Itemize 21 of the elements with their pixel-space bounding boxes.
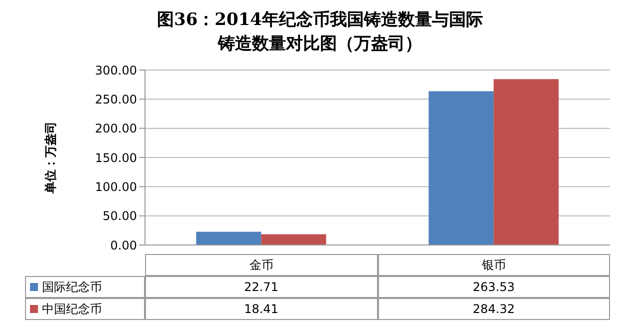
bar <box>494 79 559 245</box>
bar <box>261 234 326 245</box>
y-tick-label: 100.00 <box>95 180 137 194</box>
legend-label: 中国纪念币 <box>25 298 145 320</box>
data-label: 22.71 <box>145 276 378 298</box>
data-label: 263.53 <box>378 276 610 298</box>
chart-title: 图36：2014年纪念币我国铸造数量与国际铸造数量对比图（万盎司） <box>156 9 484 56</box>
y-tick-label: 0.00 <box>110 238 137 252</box>
bar <box>428 91 494 245</box>
y-tick-label: 300.00 <box>95 63 137 78</box>
data-label: 284.32 <box>378 298 610 320</box>
x-tick-label: 银币 <box>378 254 610 276</box>
y-tick-label: 150.00 <box>95 150 137 165</box>
y-tick-label: 50.00 <box>102 209 137 224</box>
y-tick-label: 250.00 <box>95 92 137 106</box>
y-tick-label: 200.00 <box>95 122 137 136</box>
bar <box>196 232 262 245</box>
x-tick-label: 金币 <box>145 254 378 276</box>
data-label: 18.41 <box>145 298 378 320</box>
y-axis-title: 单位：万盎司 <box>43 122 58 194</box>
legend-label: 国际纪念币 <box>25 276 145 298</box>
